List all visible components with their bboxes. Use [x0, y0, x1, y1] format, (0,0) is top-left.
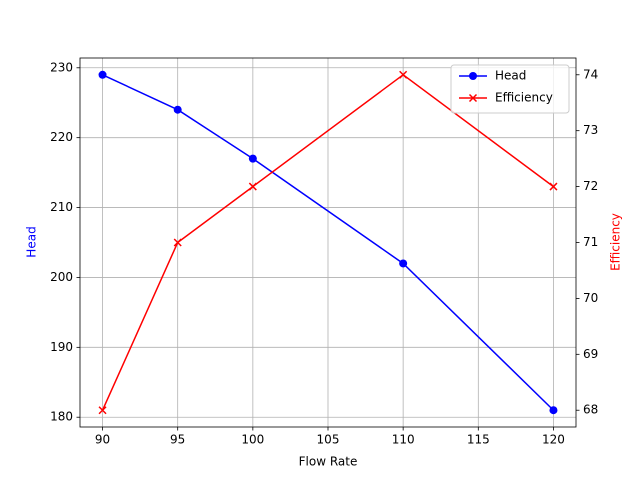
x-tick-label: 95: [170, 433, 185, 447]
x-tick-label: 100: [241, 433, 264, 447]
y-tick-label: 200: [50, 270, 73, 284]
x-tick-label: 90: [95, 433, 110, 447]
y-tick-label: 220: [50, 130, 73, 144]
marker: [98, 70, 107, 79]
marker: [399, 259, 408, 268]
y2-tick-label: 71: [583, 235, 598, 249]
marker: [549, 182, 558, 191]
y-axis-label: Head: [25, 226, 39, 257]
marker: [549, 406, 558, 415]
marker: [399, 70, 408, 79]
legend-label: Head: [495, 69, 526, 83]
legend-label: Efficiency: [495, 91, 553, 105]
y2-tick-label: 69: [583, 347, 598, 361]
legend-box: [450, 64, 570, 114]
marker: [173, 238, 182, 247]
x-tick-label: 120: [542, 433, 565, 447]
y2-tick-label: 68: [583, 403, 598, 417]
legend-marker: [469, 72, 477, 80]
x-axis-label: Flow Rate: [299, 455, 358, 469]
plot-frame: [79, 57, 577, 428]
x-tick-label: 105: [317, 433, 340, 447]
y2-tick-label: 74: [583, 67, 598, 81]
x-tick-label: 115: [467, 433, 490, 447]
marker: [173, 105, 182, 114]
legend-marker: [468, 93, 478, 103]
y2-tick-label: 72: [583, 179, 598, 193]
y-tick-label: 210: [50, 200, 73, 214]
y2-tick-label: 73: [583, 123, 598, 137]
x-tick-label: 110: [392, 433, 415, 447]
marker: [98, 406, 107, 415]
y2-tick-label: 70: [583, 291, 598, 305]
y-tick-label: 180: [50, 410, 73, 424]
y-tick-label: 230: [50, 60, 73, 74]
y-tick-label: 190: [50, 340, 73, 354]
marker: [248, 154, 257, 163]
y2-axis-label: Efficiency: [609, 213, 623, 271]
marker: [248, 182, 257, 191]
